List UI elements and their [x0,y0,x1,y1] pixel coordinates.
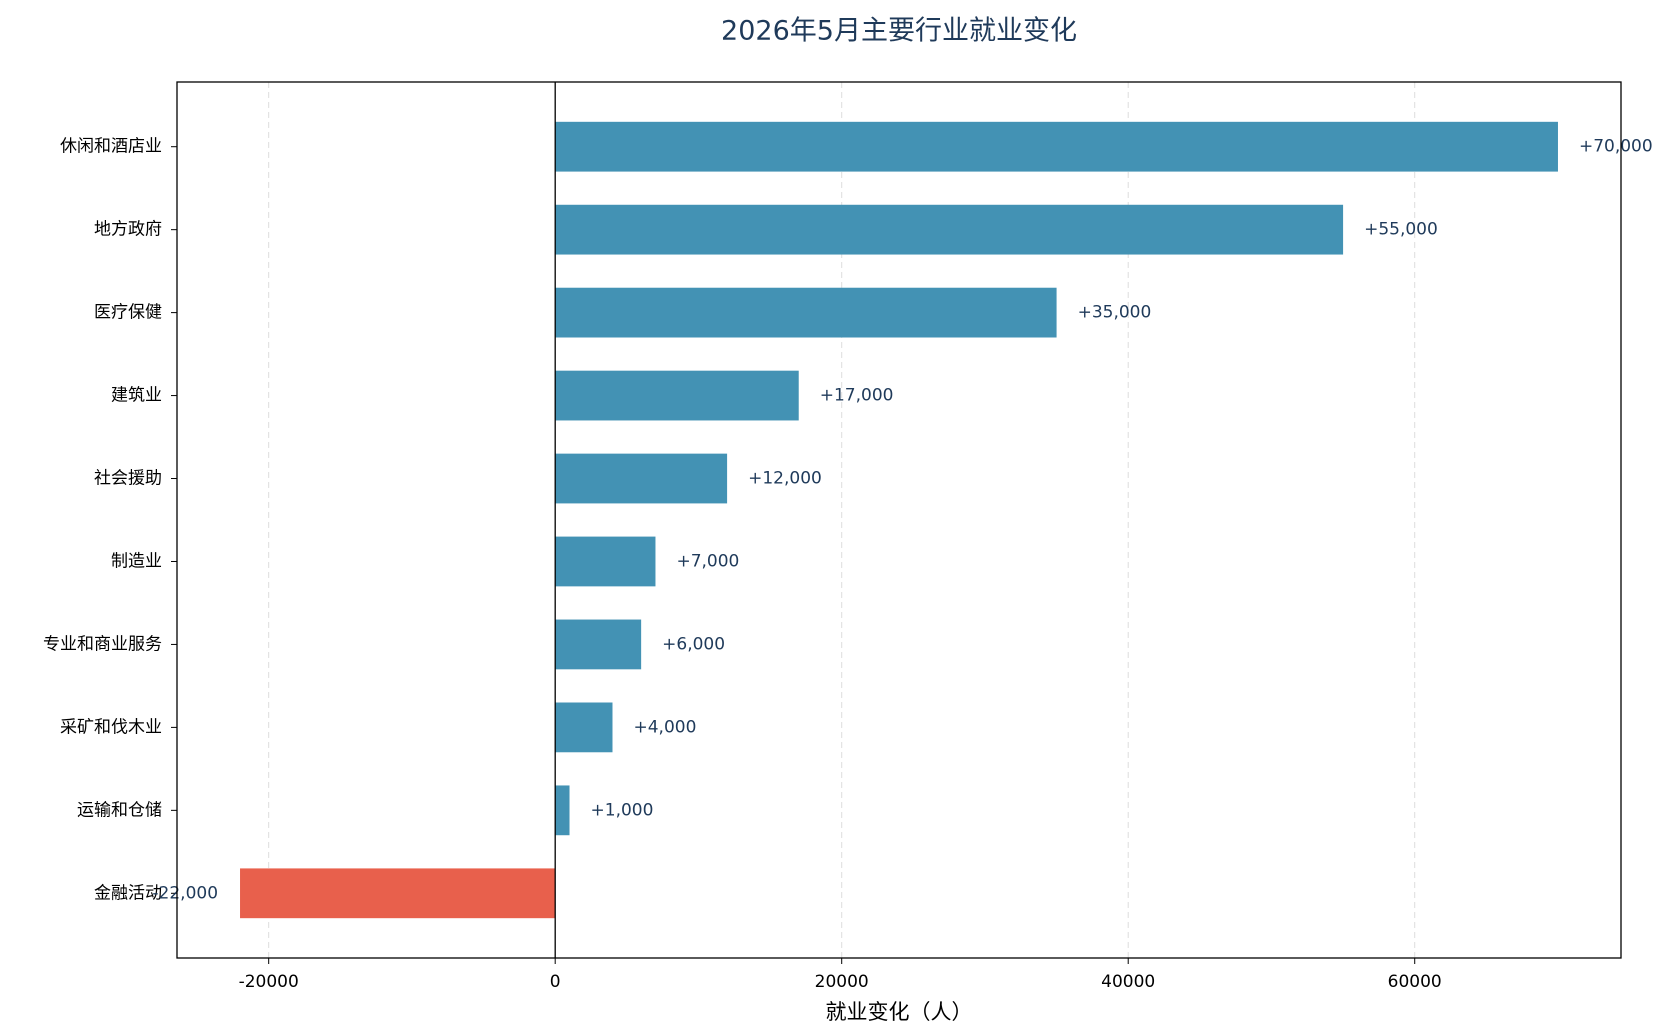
y-tick-label: 地方政府 [94,220,162,240]
chart-title: 2026年5月主要行业就业变化 [721,16,1077,47]
bar [555,702,613,753]
value-label: +12,000 [748,469,822,489]
y-tick-label: 建筑业 [111,386,162,406]
x-tick-label: 0 [550,972,561,992]
value-label: -22,000 [152,883,218,903]
y-tick-label: 医疗保健 [94,303,162,323]
bar [555,204,1344,255]
value-label: +70,000 [1579,137,1653,157]
x-tick-label: 60000 [1388,972,1442,992]
bar [555,121,1558,172]
bar [555,619,642,670]
value-label: +6,000 [662,634,725,654]
x-tick-label: 40000 [1101,972,1155,992]
value-label: +7,000 [676,551,739,571]
x-tick-label: -20000 [239,972,299,992]
bar [240,868,556,919]
y-tick-label: 采矿和伐木业 [60,717,162,737]
value-label: +17,000 [820,386,894,406]
y-tick-label: 社会援助 [94,469,162,489]
y-tick-label: 休闲和酒店业 [60,137,162,157]
value-label: +35,000 [1078,303,1152,323]
value-label: +1,000 [591,800,654,820]
bar [555,785,570,836]
bar [555,370,799,421]
y-tick-label: 金融活动 [94,883,162,903]
bar [555,287,1057,338]
bar [555,536,656,587]
x-axis-label: 就业变化（人） [826,1000,973,1024]
bar [555,453,728,504]
y-tick-label: 制造业 [111,551,162,571]
y-tick-label: 运输和仓储 [77,800,162,820]
value-label: +4,000 [633,717,696,737]
y-tick-label: 专业和商业服务 [43,634,162,654]
plot-frame [176,81,1622,959]
value-label: +55,000 [1364,220,1438,240]
x-tick-label: 20000 [815,972,869,992]
